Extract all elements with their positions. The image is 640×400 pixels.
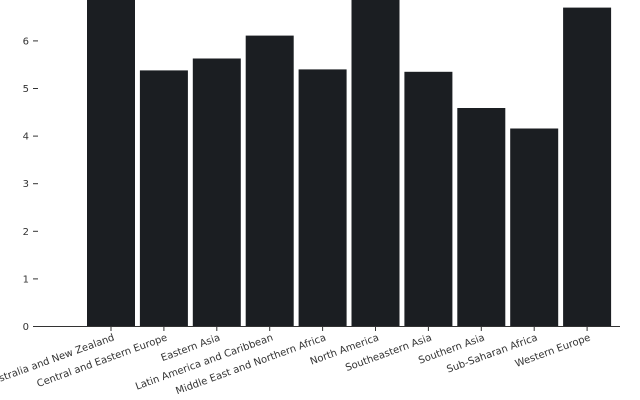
bar	[563, 7, 612, 326]
y-tick-label: 1	[23, 274, 29, 285]
bar	[192, 58, 241, 326]
x-tick-label: Sub-Saharan Africa	[445, 332, 539, 375]
bar	[139, 70, 188, 327]
bar	[245, 35, 294, 326]
y-tick-label: 2	[23, 227, 29, 238]
bar	[457, 108, 506, 326]
y-tick-label: 4	[23, 132, 29, 143]
y-tick-label: 5	[23, 84, 29, 95]
y-tick-label: 6	[23, 36, 29, 47]
bars	[87, 0, 612, 327]
bar	[87, 0, 135, 326]
y-tick-label: 3	[23, 179, 29, 190]
bar	[298, 69, 347, 327]
y-tick-label: 0	[23, 322, 29, 333]
bar	[510, 128, 559, 326]
bar	[351, 0, 400, 326]
bar	[404, 71, 453, 326]
y-axis: 0 1 2 3 4 5 6	[23, 36, 38, 333]
